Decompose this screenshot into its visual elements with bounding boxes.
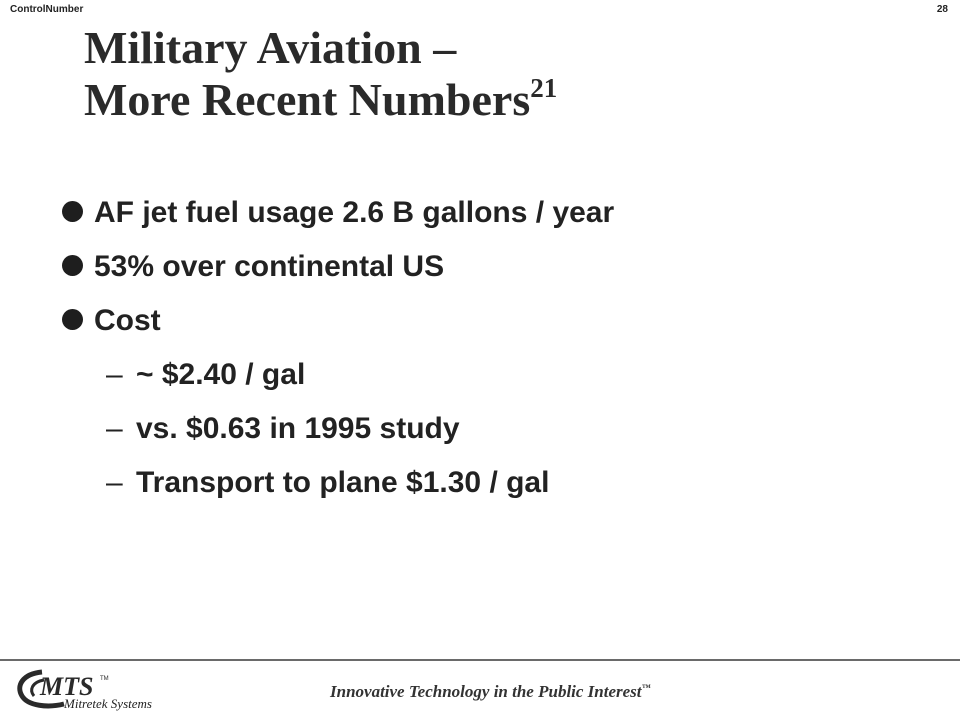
title-line-1: Military Aviation – <box>84 22 457 73</box>
dash-icon: – <box>106 412 123 445</box>
bullet-dot-icon <box>62 309 83 330</box>
logo-subtitle: Mitretek Systems <box>64 696 152 711</box>
mts-logo: MTS TM <box>17 669 109 709</box>
tagline-tm: ™ <box>641 682 651 693</box>
slide-title: Military Aviation – More Recent Numbers2… <box>84 22 557 126</box>
bullet-item: Cost <box>62 294 614 348</box>
bullet-text: Cost <box>94 304 161 337</box>
control-number: ControlNumber <box>10 4 84 15</box>
sub-bullet-text: Transport to plane $1.30 / gal <box>136 466 550 499</box>
logo-text: MTS <box>39 672 93 701</box>
footer-divider <box>0 659 960 661</box>
sub-bullet-text: ~ $2.40 / gal <box>136 358 306 391</box>
tagline-text: Innovative Technology in the Public Inte… <box>330 682 642 701</box>
sub-bullet-item: – vs. $0.63 in 1995 study <box>62 402 614 456</box>
bullet-dot-icon <box>62 255 83 276</box>
bullet-text: 53% over continental US <box>94 250 445 283</box>
page-number: 28 <box>936 4 948 15</box>
title-line-2: More Recent Numbers <box>84 74 531 125</box>
bullet-item: AF jet fuel usage 2.6 B gallons / year <box>62 186 614 240</box>
bullet-item: 53% over continental US <box>62 240 614 294</box>
logo-swoosh-inner <box>30 678 45 697</box>
sub-bullet-item: – Transport to plane $1.30 / gal <box>62 456 614 510</box>
tagline: Innovative Technology in the Public Inte… <box>330 682 651 702</box>
logo-swoosh <box>17 669 65 709</box>
bullet-list: AF jet fuel usage 2.6 B gallons / year 5… <box>62 186 614 510</box>
bullet-dot-icon <box>62 201 83 222</box>
title-footnote-ref: 21 <box>530 73 558 103</box>
sub-bullet-text: vs. $0.63 in 1995 study <box>136 412 460 445</box>
dash-icon: – <box>106 466 123 499</box>
logo-tm: TM <box>100 676 109 682</box>
sub-bullet-item: – ~ $2.40 / gal <box>62 348 614 402</box>
bullet-text: AF jet fuel usage 2.6 B gallons / year <box>94 196 615 229</box>
dash-icon: – <box>106 358 123 391</box>
